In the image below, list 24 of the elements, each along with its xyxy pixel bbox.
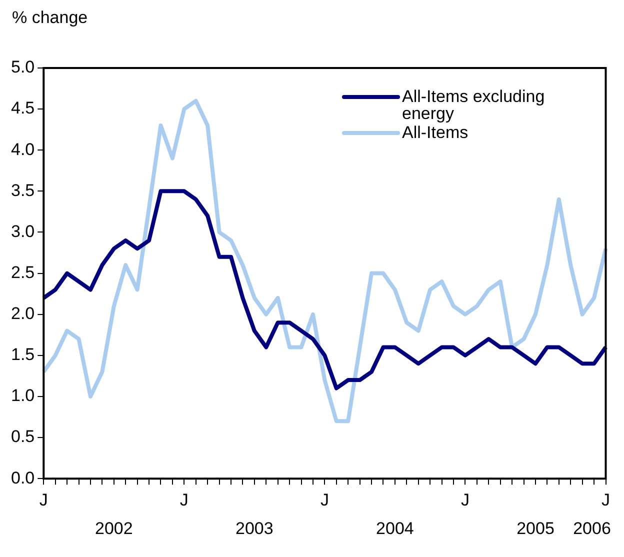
legend-label: All-Items excluding energy xyxy=(402,87,546,123)
y-tick-label: 1.5 xyxy=(10,345,35,364)
text: 2004 xyxy=(376,518,414,538)
y-tick-label: 5.0 xyxy=(10,58,35,77)
y-axis-title: % change xyxy=(11,8,89,29)
y-tick-label: 0.0 xyxy=(10,468,35,488)
text: 2002 xyxy=(94,518,133,538)
y-tick-label: 3.5 xyxy=(10,180,35,200)
x-tick-label: J xyxy=(602,490,610,510)
legend-label: All-Items xyxy=(402,123,468,142)
y-tick-label: 1.0 xyxy=(10,386,35,406)
text: 2006 xyxy=(573,518,611,538)
text: 2005 xyxy=(516,518,554,538)
x-tick-label: J xyxy=(180,490,188,510)
x-tick-label: J xyxy=(39,490,48,510)
y-tick-label: 0.5 xyxy=(10,427,35,446)
y-tick-label: 2.5 xyxy=(10,262,35,282)
x-tick-label: J xyxy=(460,490,470,510)
y-tick-label: 3.0 xyxy=(10,222,35,241)
y-tick-label: 2.0 xyxy=(10,304,35,324)
y-tick-label: 4.0 xyxy=(10,140,35,159)
text: 2003 xyxy=(236,518,274,538)
x-tick-label: J xyxy=(320,490,329,510)
y-tick-label: 4.5 xyxy=(10,98,35,118)
